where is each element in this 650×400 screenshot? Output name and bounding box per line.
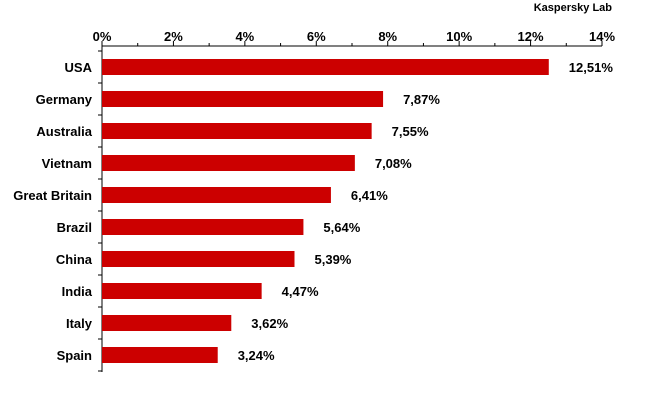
category-label: Germany	[36, 92, 93, 107]
x-tick-label: 6%	[307, 29, 326, 44]
bar-great-britain	[102, 187, 331, 203]
x-tick-label: 10%	[446, 29, 472, 44]
bar-spain	[102, 347, 218, 363]
x-tick-label: 4%	[235, 29, 254, 44]
x-axis-ticks: 0% 2% 4% 6% 8% 10% 12% 14%	[93, 29, 615, 46]
category-label: USA	[65, 60, 93, 75]
x-tick-label: 8%	[378, 29, 397, 44]
x-tick-label: 2%	[164, 29, 183, 44]
value-label: 5,64%	[323, 220, 360, 235]
bar-australia	[102, 123, 372, 139]
value-label: 12,51%	[569, 60, 614, 75]
x-tick-label: 12%	[518, 29, 544, 44]
category-label: China	[56, 252, 93, 267]
bar-germany	[102, 91, 384, 107]
value-label: 6,41%	[351, 188, 388, 203]
category-label: Australia	[36, 124, 92, 139]
category-label: Spain	[57, 348, 92, 363]
value-label: 7,87%	[403, 92, 440, 107]
x-tick-label: 14%	[589, 29, 615, 44]
bar-brazil	[102, 219, 304, 235]
category-label: Vietnam	[42, 156, 92, 171]
category-labels: USA Germany Australia Vietnam Great Britain B…	[13, 60, 93, 363]
category-label: Brazil	[57, 220, 92, 235]
value-label: 7,55%	[392, 124, 429, 139]
category-label: Italy	[66, 316, 93, 331]
value-label: 5,39%	[315, 252, 352, 267]
value-label: 4,47%	[282, 284, 319, 299]
bars-group	[102, 59, 549, 363]
value-label: 7,08%	[375, 156, 412, 171]
value-label: 3,62%	[251, 316, 288, 331]
bar-italy	[102, 315, 232, 331]
bar-usa	[102, 59, 549, 75]
value-labels: 12,51% 7,87% 7,55% 7,08% 6,41% 5,64% 5,39% 4,47…	[238, 60, 614, 363]
bar-vietnam	[102, 155, 355, 171]
x-tick-label: 0%	[93, 29, 112, 44]
bar-china	[102, 251, 295, 267]
value-label: 3,24%	[238, 348, 275, 363]
bar-india	[102, 283, 262, 299]
brand-label: Kaspersky Lab	[534, 2, 613, 14]
category-label: Great Britain	[13, 188, 92, 203]
category-label: India	[62, 284, 93, 299]
